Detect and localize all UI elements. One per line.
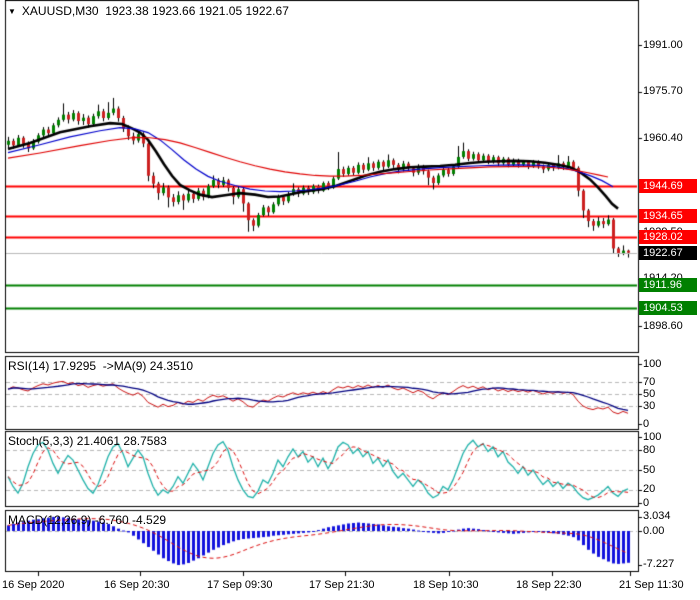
time-axis-label: 18 Sep 10:30 (413, 579, 479, 591)
macd-indicator-label: MACD(12,26,9) -6.760 -4.529 (8, 513, 167, 527)
price-badge-current-price: 1922.67 (639, 245, 697, 260)
price-tick-label: 1991.00 (643, 38, 683, 51)
stoch-tick-label: 50 (643, 463, 656, 476)
time-axis-label: 16 Sep 2020 (2, 579, 65, 591)
symbol-label: XAUUSD,M30 (21, 4, 99, 18)
rsi-tick-label: 0 (643, 417, 650, 430)
stoch-tick-label: 80 (643, 443, 656, 456)
time-axis-label: 17 Sep 09:30 (207, 579, 273, 591)
dropdown-arrow-icon: ▼ (8, 7, 16, 16)
time-axis-label: 17 Sep 21:30 (309, 579, 375, 591)
ohlc-open: 1923.38 (105, 4, 149, 18)
price-badge-support-level: 1904.53 (639, 300, 697, 315)
symbol-ohlc-header: ▼ XAUUSD,M30 1923.38 1923.66 1921.05 1922… (8, 4, 289, 18)
macd-tick-label: 3.034 (643, 510, 671, 523)
main-chart-panel[interactable] (5, 0, 638, 353)
stoch-tick-label: 0 (643, 496, 650, 509)
price-tick-label: 1960.40 (643, 131, 683, 144)
price-badge-resistance-level: 1928.02 (639, 229, 697, 244)
price-tick-label: 1898.60 (643, 319, 683, 332)
rsi-indicator-label: RSI(14) 17.9295 ->MA(9) 24.3510 (8, 359, 194, 373)
time-axis-label: 16 Sep 20:30 (104, 579, 170, 591)
stoch-indicator-label: Stoch(5,3,3) 21.4061 28.7583 (8, 434, 167, 448)
ohlc-low: 1921.05 (198, 4, 243, 18)
stoch-tick-label: 20 (643, 483, 656, 496)
time-axis-label: 18 Sep 22:30 (516, 579, 582, 591)
price-badge-support-level: 1911.96 (639, 278, 697, 293)
time-axis-label: 21 Sep 11:30 (619, 579, 684, 591)
macd-tick-label: -7.227 (643, 558, 675, 571)
macd-tick-label: 0.00 (643, 524, 665, 537)
rsi-tick-label: 50 (643, 387, 656, 400)
ohlc-high: 1923.66 (152, 4, 196, 18)
rsi-tick-label: 30 (643, 399, 656, 412)
price-badge-resistance-level: 1944.69 (639, 178, 697, 193)
ohlc-close: 1922.67 (245, 4, 289, 18)
price-badge-resistance-level: 1934.65 (639, 209, 697, 224)
price-tick-label: 1975.70 (643, 85, 683, 98)
rsi-tick-label: 100 (643, 357, 662, 370)
stoch-tick-label: 100 (643, 430, 662, 443)
rsi-tick-label: 70 (643, 375, 656, 388)
